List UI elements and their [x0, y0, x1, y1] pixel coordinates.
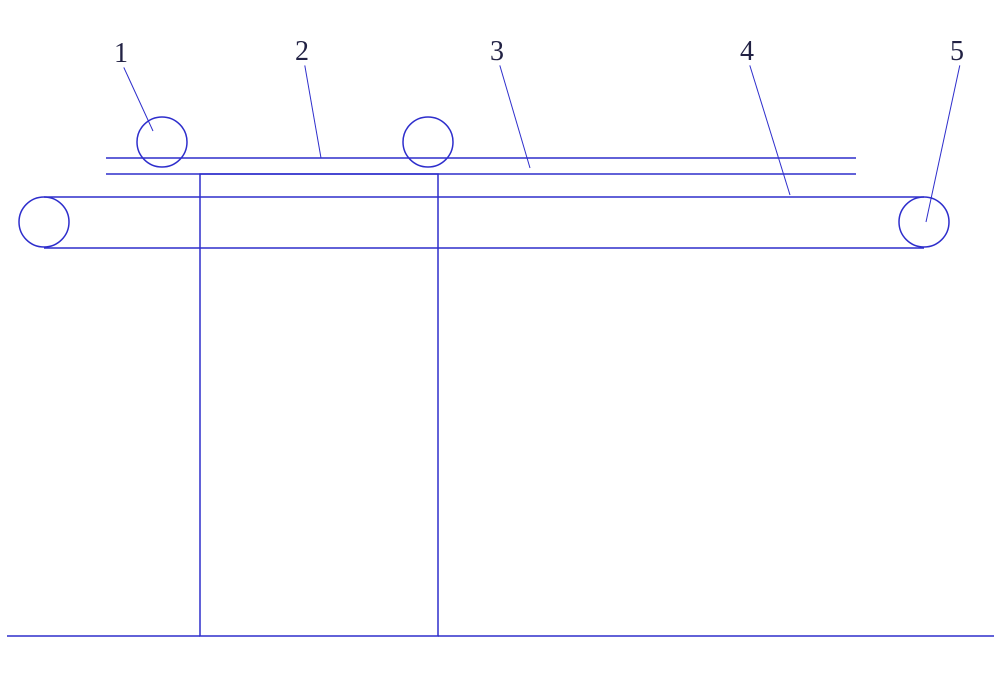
callout-label-1: 1 [114, 38, 128, 70]
leader-line-1 [124, 67, 153, 131]
roller-top-mid [403, 117, 453, 167]
leader-line-2 [305, 65, 321, 158]
belt-roller-left [19, 197, 69, 247]
belt-roller-right [899, 197, 949, 247]
leader-line-4 [750, 65, 790, 195]
roller-top-left [137, 117, 187, 167]
leader-line-5 [926, 65, 960, 222]
callout-label-4: 4 [740, 36, 754, 68]
callout-label-5: 5 [950, 36, 964, 68]
callout-label-3: 3 [490, 36, 504, 68]
support-column [200, 174, 438, 636]
leader-line-3 [500, 65, 530, 168]
callout-label-2: 2 [295, 36, 309, 68]
